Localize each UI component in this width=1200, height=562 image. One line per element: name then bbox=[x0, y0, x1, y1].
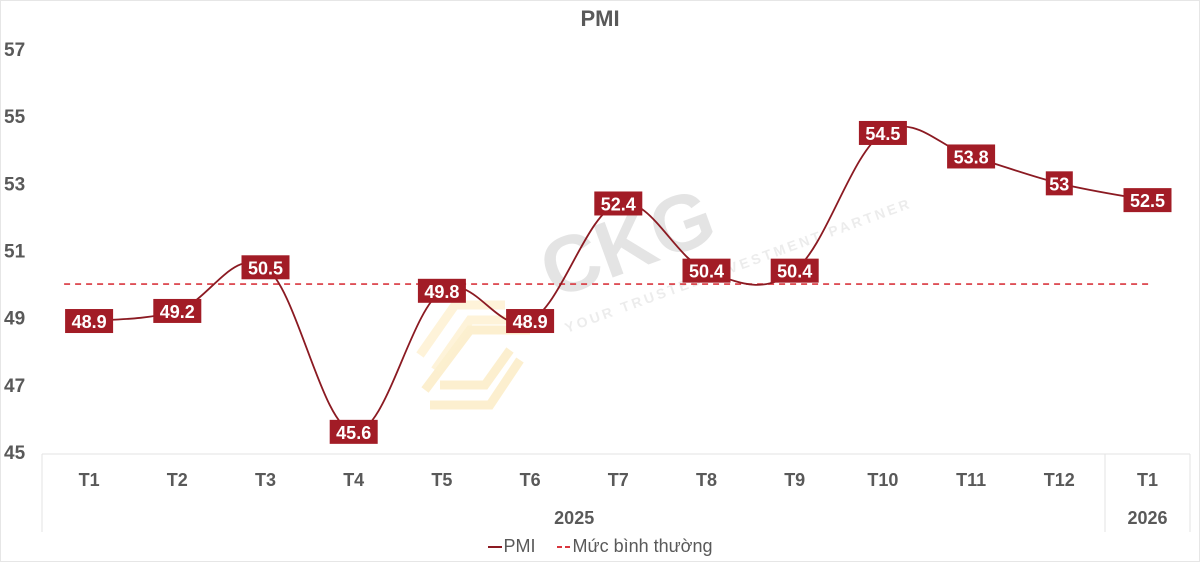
legend-dash-swatch bbox=[556, 545, 571, 548]
x-tick-label: T1 bbox=[79, 470, 100, 490]
svg-text:54.5: 54.5 bbox=[865, 124, 900, 144]
data-label: 52.4 bbox=[594, 191, 643, 216]
x-tick-label: T7 bbox=[608, 470, 629, 490]
y-tick-label: 45 bbox=[4, 443, 26, 464]
x-tick-label: T6 bbox=[520, 470, 541, 490]
data-labels: 48.9 49.2 50.5 45.6 49.8 48.9 52.4 50.4 50.4 54.5… bbox=[65, 120, 1172, 444]
data-label: 53 bbox=[1045, 171, 1073, 196]
x-tick-label: T2 bbox=[167, 470, 188, 490]
svg-text:50.4: 50.4 bbox=[689, 262, 724, 282]
y-tick-label: 53 bbox=[4, 174, 25, 195]
year-group-label: 2026 bbox=[1127, 508, 1167, 528]
svg-text:50.4: 50.4 bbox=[777, 262, 812, 282]
watermark: CKG YOUR TRUSTED INVESTMENT PARTNER bbox=[416, 171, 914, 410]
chart-title: PMI bbox=[580, 6, 620, 31]
legend-line-swatch bbox=[487, 545, 502, 548]
data-label: 54.5 bbox=[858, 120, 907, 145]
svg-text:50.5: 50.5 bbox=[248, 258, 283, 278]
svg-text:48.9: 48.9 bbox=[72, 312, 107, 332]
data-label: 49.2 bbox=[153, 298, 202, 323]
y-tick-label: 51 bbox=[4, 242, 26, 263]
legend: PMI Mức bình thường bbox=[0, 535, 1200, 557]
y-tick-label: 47 bbox=[4, 376, 25, 397]
y-axis: 45 47 49 51 53 55 57 bbox=[4, 40, 26, 464]
x-tick-label: T8 bbox=[696, 470, 717, 490]
data-label: 49.8 bbox=[417, 278, 466, 303]
data-label: 50.5 bbox=[241, 255, 290, 280]
svg-text:52.4: 52.4 bbox=[601, 194, 636, 214]
x-tick-label: T4 bbox=[343, 470, 364, 490]
x-tick-label: T9 bbox=[784, 470, 805, 490]
data-label: 48.9 bbox=[65, 309, 114, 334]
x-tick-label: T5 bbox=[431, 470, 452, 490]
x-tick-label: T11 bbox=[956, 470, 986, 490]
x-axis: T1 T2 T3 T4 T5 T6 T7 T8 T9 T10 T11 T12 T1 2025 2026 bbox=[41, 453, 1191, 532]
x-tick-label: T3 bbox=[255, 470, 276, 490]
legend-item-reference[interactable]: Mức bình thường bbox=[556, 535, 713, 557]
year-group-label: 2025 bbox=[554, 508, 594, 528]
svg-text:49.2: 49.2 bbox=[160, 302, 195, 322]
data-label: 45.6 bbox=[329, 419, 378, 444]
svg-text:53.8: 53.8 bbox=[954, 147, 989, 167]
data-label: 52.5 bbox=[1123, 188, 1172, 213]
data-label: 53.8 bbox=[947, 144, 996, 169]
svg-text:53: 53 bbox=[1049, 174, 1069, 194]
x-tick-label: T1 bbox=[1137, 470, 1158, 490]
svg-text:45.6: 45.6 bbox=[336, 423, 371, 443]
legend-label-pmi: PMI bbox=[503, 536, 536, 557]
legend-label-reference: Mức bình thường bbox=[572, 536, 713, 557]
legend-item-pmi[interactable]: PMI bbox=[487, 535, 536, 557]
y-tick-label: 55 bbox=[4, 107, 26, 128]
svg-text:48.9: 48.9 bbox=[513, 312, 548, 332]
data-label: 50.4 bbox=[682, 258, 731, 283]
svg-text:49.8: 49.8 bbox=[424, 282, 459, 302]
data-label: 50.4 bbox=[770, 258, 819, 283]
x-tick-label: T10 bbox=[867, 470, 898, 490]
y-tick-label: 57 bbox=[4, 40, 25, 61]
y-tick-label: 49 bbox=[4, 309, 25, 330]
x-tick-label: T12 bbox=[1044, 470, 1075, 490]
svg-text:52.5: 52.5 bbox=[1130, 191, 1165, 211]
data-label: 48.9 bbox=[506, 309, 555, 334]
